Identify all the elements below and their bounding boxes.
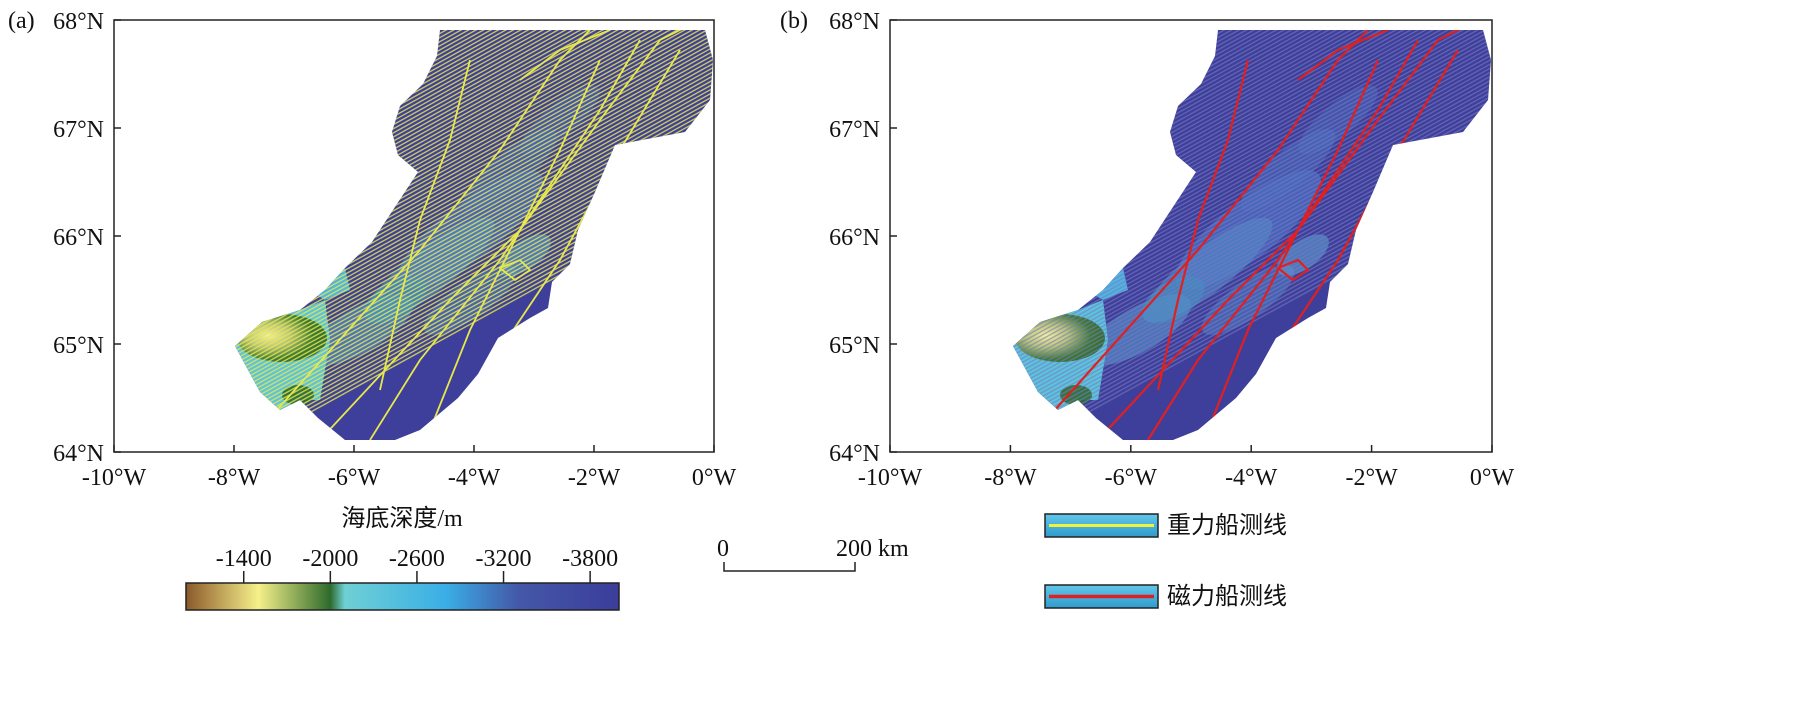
transit-track (429, 59, 601, 431)
bathymetry-anomaly (1277, 234, 1329, 276)
transit-track (1027, 30, 1369, 440)
map-panel-a: (a) 68°N 67°N 66°N 65°N 64°N -10°W -8°W -6°W -4… (8, 8, 737, 491)
latitude-tick-label: 66°N (53, 225, 104, 251)
scale-bar-line (723, 562, 856, 572)
longitude-ticks: -10°W -8°W -6°W -4°W -2°W 0°W (858, 445, 1515, 491)
longitude-tick-label: -6°W (328, 465, 381, 491)
latitude-tick-label: 68°N (829, 9, 880, 35)
transit-track (379, 59, 471, 391)
colorbar-tick-label: -3200 (476, 546, 532, 572)
depth-colorbar: 海底深度/m -1400 -2000 -2600 -3200 -3800 (185, 505, 620, 611)
colorbar-ticks: -1400 -2000 -2600 -3200 -3800 (216, 546, 618, 583)
legend-label: 重力船测线 (1167, 512, 1287, 539)
latitude-tick-label: 67°N (829, 117, 880, 143)
legend-label: 磁力船测线 (1167, 583, 1287, 610)
legend: 重力船测线 磁力船测线 (1044, 512, 1287, 610)
scale-bar: 0 200 km (717, 536, 909, 572)
latitude-tick-label: 66°N (829, 225, 880, 251)
longitude-tick-label: -2°W (568, 465, 621, 491)
longitude-ticks: -10°W -8°W -6°W -4°W -2°W 0°W (82, 445, 737, 491)
longitude-tick-label: -8°W (984, 465, 1037, 491)
gravity-survey-lines (235, 30, 713, 440)
latitude-tick-label: 64°N (53, 441, 104, 467)
legend-item-magnetic: 磁力船测线 (1044, 583, 1287, 610)
longitude-tick-label: -4°W (448, 465, 501, 491)
latitude-tick-label: 64°N (829, 441, 880, 467)
map-panel-b: (b) 68°N 67°N 66°N 65°N 64°N -10°W -8°W -6°W -4… (780, 8, 1515, 491)
colorbar-tick-label: -1400 (216, 546, 272, 572)
bathymetry-anomaly (499, 234, 551, 276)
colorbar-tick-label: -3800 (562, 546, 618, 572)
colorbar-tick-label: -2000 (302, 546, 358, 572)
transit-track (1156, 59, 1250, 391)
survey-track-pattern (235, 30, 713, 440)
transit-track (498, 258, 532, 282)
longitude-tick-label: -4°W (1225, 465, 1278, 491)
survey-track-pattern (1013, 30, 1491, 440)
transit-track (1275, 258, 1310, 282)
latitude-tick-label: 68°N (53, 9, 104, 35)
transit-track (519, 30, 611, 81)
latitude-tick-label: 65°N (829, 333, 880, 359)
colorbar-title: 海底深度/m (341, 505, 463, 532)
colorbar-bar (185, 582, 620, 611)
panel-label: (b) (780, 8, 808, 34)
transit-track (1297, 30, 1389, 81)
scale-bar-start-label: 0 (717, 536, 729, 562)
colorbar-tick-label: -2600 (389, 546, 445, 572)
transit-track (249, 30, 591, 440)
legend-item-gravity: 重力船测线 (1044, 512, 1287, 539)
longitude-tick-label: -10°W (82, 465, 147, 491)
transit-track (1097, 30, 1469, 440)
latitude-ticks: 68°N 67°N 66°N 65°N 64°N (829, 9, 897, 467)
longitude-tick-label: -10°W (858, 465, 923, 491)
bathymetry-anomaly (520, 85, 600, 155)
transit-track (319, 30, 691, 440)
longitude-tick-label: 0°W (1470, 465, 1515, 491)
longitude-tick-label: -8°W (208, 465, 261, 491)
latitude-tick-label: 65°N (53, 333, 104, 359)
longitude-tick-label: -6°W (1105, 465, 1158, 491)
latitude-ticks: 68°N 67°N 66°N 65°N 64°N (53, 9, 121, 467)
transit-track (1206, 59, 1380, 431)
panel-label: (a) (8, 8, 35, 34)
longitude-tick-label: -2°W (1345, 465, 1398, 491)
latitude-tick-label: 67°N (53, 117, 104, 143)
longitude-tick-label: 0°W (692, 465, 737, 491)
scale-bar-end-label: 200 km (836, 536, 909, 562)
